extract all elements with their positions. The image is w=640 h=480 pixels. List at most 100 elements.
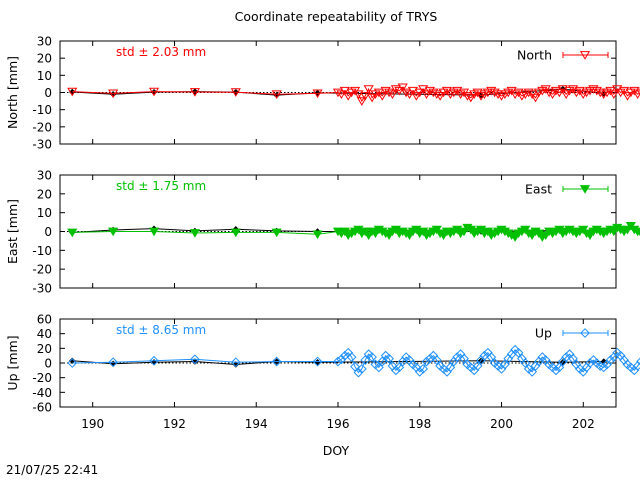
data-point-marker: [425, 353, 435, 364]
data-point-marker: [472, 361, 483, 371]
data-point-marker: [579, 51, 591, 60]
data-point-marker: [377, 356, 388, 367]
data-point-marker: [401, 88, 412, 98]
data-point-marker: [428, 88, 439, 98]
data-point-marker: [353, 367, 364, 378]
data-point-marker: [568, 353, 578, 364]
x-tick-label: 200: [490, 417, 513, 431]
data-point-marker: [462, 92, 473, 101]
x-tick-label: 194: [245, 417, 268, 431]
data-point-marker: [312, 230, 323, 240]
y-tick-label: -10: [32, 103, 52, 117]
data-point-marker: [411, 92, 422, 101]
data-point-marker: [588, 85, 599, 94]
data-point-marker: [489, 88, 500, 98]
data-point-marker: [465, 93, 476, 103]
y-tick-label: -40: [32, 386, 52, 400]
y-tick-label: 20: [37, 342, 52, 356]
data-point-marker: [360, 92, 371, 101]
data-point-marker: [271, 90, 282, 99]
data-point-marker: [67, 87, 78, 97]
data-point-marker: [579, 185, 591, 194]
y-tick-label: 0: [44, 225, 52, 239]
data-point-marker: [431, 355, 442, 365]
x-axis-ticks: 190 192 194 196 198 200 202: [81, 417, 594, 431]
data-point-marker: [435, 92, 446, 101]
data-point-marker: [397, 83, 408, 93]
data-point-marker: [271, 228, 282, 238]
std-label: std ± 2.03 mm: [116, 45, 206, 59]
data-point-marker: [350, 361, 360, 372]
data-point-marker: [605, 355, 616, 365]
data-point-marker: [557, 85, 568, 94]
data-point-marker: [339, 350, 350, 361]
data-point-marker: [373, 362, 384, 373]
y-axis-label: Up [mm]: [5, 335, 20, 390]
data-point-marker: [561, 90, 572, 99]
data-point-marker: [544, 88, 555, 98]
y-tick-label: 60: [37, 313, 52, 327]
y-tick-label: 30: [37, 169, 52, 183]
data-point-marker: [554, 362, 565, 373]
y-axis-label: North [mm]: [5, 56, 20, 129]
data-point-marker: [148, 227, 160, 237]
data-point-marker: [336, 354, 347, 365]
data-point-marker: [591, 86, 602, 96]
data-point-marker: [377, 92, 388, 101]
data-point-marker: [551, 365, 561, 376]
data-point-marker: [343, 92, 354, 101]
data-point-marker: [636, 88, 640, 96]
data-point-marker: [312, 356, 323, 367]
y-tick-label: 20: [37, 187, 52, 201]
data-point-marker: [67, 358, 78, 368]
data-point-marker: [595, 88, 606, 98]
data-point-marker: [554, 88, 565, 98]
x-tick-label: 192: [163, 417, 186, 431]
std-label: std ± 1.75 mm: [116, 179, 206, 193]
y-tick-label: -30: [32, 138, 52, 152]
data-point-marker: [513, 347, 524, 358]
y-tick-label: 30: [37, 35, 52, 49]
x-tick-label: 196: [327, 417, 350, 431]
y-tick-label: -20: [32, 263, 52, 277]
data-point-marker: [108, 89, 119, 99]
y-tick-label: -60: [32, 401, 52, 415]
data-point-marker: [580, 328, 590, 338]
data-point-marker: [414, 88, 425, 98]
data-point-marker: [499, 359, 510, 370]
data-point-marker: [421, 356, 432, 367]
data-point-marker: [387, 90, 398, 99]
data-point-marker: [148, 87, 160, 97]
data-point-marker: [271, 356, 282, 367]
y-tick-label: 40: [37, 327, 52, 341]
timestamp: 21/07/25 22:41: [6, 463, 98, 477]
data-point-marker: [108, 357, 119, 368]
data-point-marker: [424, 86, 436, 96]
east-panel: -30 -20 -10 0 10 20 30 East [mm] std ± 1.75 mm Ea…: [5, 169, 640, 296]
data-point-marker: [520, 358, 531, 368]
data-point-marker: [366, 93, 378, 103]
data-point-marker: [407, 86, 418, 96]
data-point-marker: [356, 97, 367, 106]
data-point-marker: [527, 366, 538, 377]
data-point-marker: [404, 90, 415, 99]
data-point-marker: [67, 228, 78, 238]
data-point-marker: [585, 358, 595, 368]
data-point-marker: [390, 85, 401, 94]
data-point-marker: [390, 365, 401, 376]
data-point-marker: [230, 88, 241, 97]
data-point-marker: [190, 354, 200, 365]
y-tick-label: -10: [32, 244, 52, 258]
data-point-marker: [622, 92, 633, 101]
data-point-marker: [598, 362, 609, 373]
data-point-marker: [486, 86, 497, 96]
data-point-marker: [394, 86, 405, 96]
data-point-marker: [479, 350, 490, 361]
data-point-marker: [445, 362, 456, 373]
data-point-marker: [459, 353, 469, 364]
data-point-marker: [339, 86, 350, 96]
legend-label: Up: [535, 326, 552, 341]
data-point-marker: [561, 352, 572, 363]
